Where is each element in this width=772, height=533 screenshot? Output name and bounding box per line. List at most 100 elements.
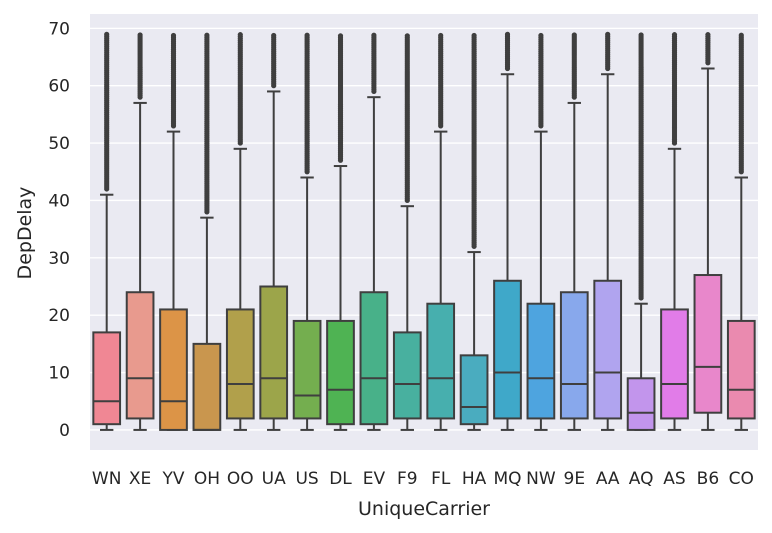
x-tick-label: B6 <box>697 469 719 489</box>
iqr-box <box>493 279 522 420</box>
iqr-box <box>626 377 656 431</box>
outliers <box>104 31 110 192</box>
box-MQ <box>493 31 522 431</box>
x-tick-label: US <box>295 469 318 489</box>
box-AQ <box>626 32 656 431</box>
outlier-point <box>571 32 577 38</box>
box-XE <box>125 32 155 431</box>
outlier-point <box>104 31 110 37</box>
outlier-point <box>170 32 177 39</box>
iqr-box <box>92 331 122 426</box>
box-UA <box>259 32 289 431</box>
outlier-point <box>504 31 511 37</box>
y-tick-label: 40 <box>48 191 70 211</box>
outliers <box>271 32 277 89</box>
outliers <box>638 32 644 301</box>
x-tick-label: DL <box>329 469 352 489</box>
box-OH <box>192 32 222 431</box>
outlier-point <box>605 31 611 37</box>
outliers <box>304 32 310 175</box>
outliers <box>170 32 177 129</box>
outlier-point <box>738 32 744 38</box>
outlier-point <box>438 32 444 39</box>
box-YV <box>159 32 188 431</box>
outlier-point <box>471 32 477 39</box>
x-tick-label: MQ <box>493 469 521 489</box>
box-9E <box>559 32 589 431</box>
iqr-box <box>526 302 556 420</box>
box-B6 <box>693 32 723 431</box>
outliers <box>337 33 344 163</box>
outliers <box>705 32 711 66</box>
box-EV <box>359 32 389 431</box>
x-tick-label: XE <box>129 469 151 489</box>
x-tick-label: OO <box>227 469 254 489</box>
box-AS <box>660 32 689 431</box>
x-tick-label: YV <box>161 469 184 489</box>
y-axis-label: DepDelay <box>14 187 36 280</box>
iqr-box <box>359 291 389 426</box>
outlier-point <box>705 32 711 38</box>
outliers <box>204 32 210 215</box>
iqr-box <box>459 354 489 426</box>
box-NW <box>526 32 556 431</box>
iqr-box <box>426 302 456 420</box>
outlier-point <box>638 32 644 38</box>
outliers <box>605 31 611 72</box>
iqr-box <box>392 331 422 420</box>
iqr-box <box>559 291 589 420</box>
x-tick-label: AS <box>663 469 685 489</box>
outlier-point <box>337 33 344 39</box>
outliers <box>438 32 444 129</box>
outlier-point <box>371 32 377 38</box>
iqr-box <box>259 285 289 420</box>
outlier-point <box>671 32 678 38</box>
iqr-box <box>660 308 689 420</box>
outlier-point <box>204 32 210 38</box>
boxes <box>92 31 756 431</box>
outliers <box>538 32 544 129</box>
outliers <box>738 32 744 175</box>
box-F9 <box>392 33 422 431</box>
box-US <box>292 32 322 431</box>
outliers <box>371 32 377 95</box>
outliers <box>504 31 511 72</box>
x-tick-label: OH <box>194 469 220 489</box>
outliers <box>671 32 678 146</box>
outlier-point <box>304 32 310 38</box>
iqr-box <box>159 308 188 431</box>
y-tick-label: 10 <box>48 364 70 384</box>
iqr-box <box>726 319 756 420</box>
box-WN <box>92 31 122 431</box>
y-tick-labels: 0 10 20 30 40 50 60 70 <box>48 19 70 441</box>
x-axis-label: UniqueCarrier <box>358 498 490 520</box>
outlier-point <box>404 33 410 39</box>
iqr-box <box>693 274 723 414</box>
outlier-point <box>271 32 277 39</box>
plot-background <box>90 14 758 450</box>
x-tick-label: WN <box>92 469 122 489</box>
box-HA <box>459 32 489 431</box>
x-tick-label: AA <box>596 469 620 489</box>
x-tick-label: EV <box>363 469 386 489</box>
x-tick-label: FL <box>431 469 451 489</box>
outlier-point <box>237 32 243 38</box>
x-tick-label: NW <box>526 469 556 489</box>
iqr-box <box>593 279 623 420</box>
outliers <box>404 33 410 204</box>
iqr-box <box>125 291 155 420</box>
outliers <box>137 32 143 100</box>
iqr-box <box>326 319 355 426</box>
x-tick-labels: WN XE YV OH OO UA US DL EV F9 FL HA MQ NW 9E AA AQ AS B6 CO <box>92 469 754 489</box>
y-tick-label: 60 <box>48 77 70 97</box>
y-tick-label: 70 <box>48 19 70 39</box>
outlier-point <box>538 32 544 39</box>
x-tick-label: CO <box>729 469 754 489</box>
box-FL <box>426 32 456 431</box>
iqr-box <box>225 308 255 420</box>
x-tick-label: UA <box>262 469 286 489</box>
box-OO <box>225 32 255 431</box>
box-DL <box>326 33 355 431</box>
x-tick-label: HA <box>462 469 487 489</box>
